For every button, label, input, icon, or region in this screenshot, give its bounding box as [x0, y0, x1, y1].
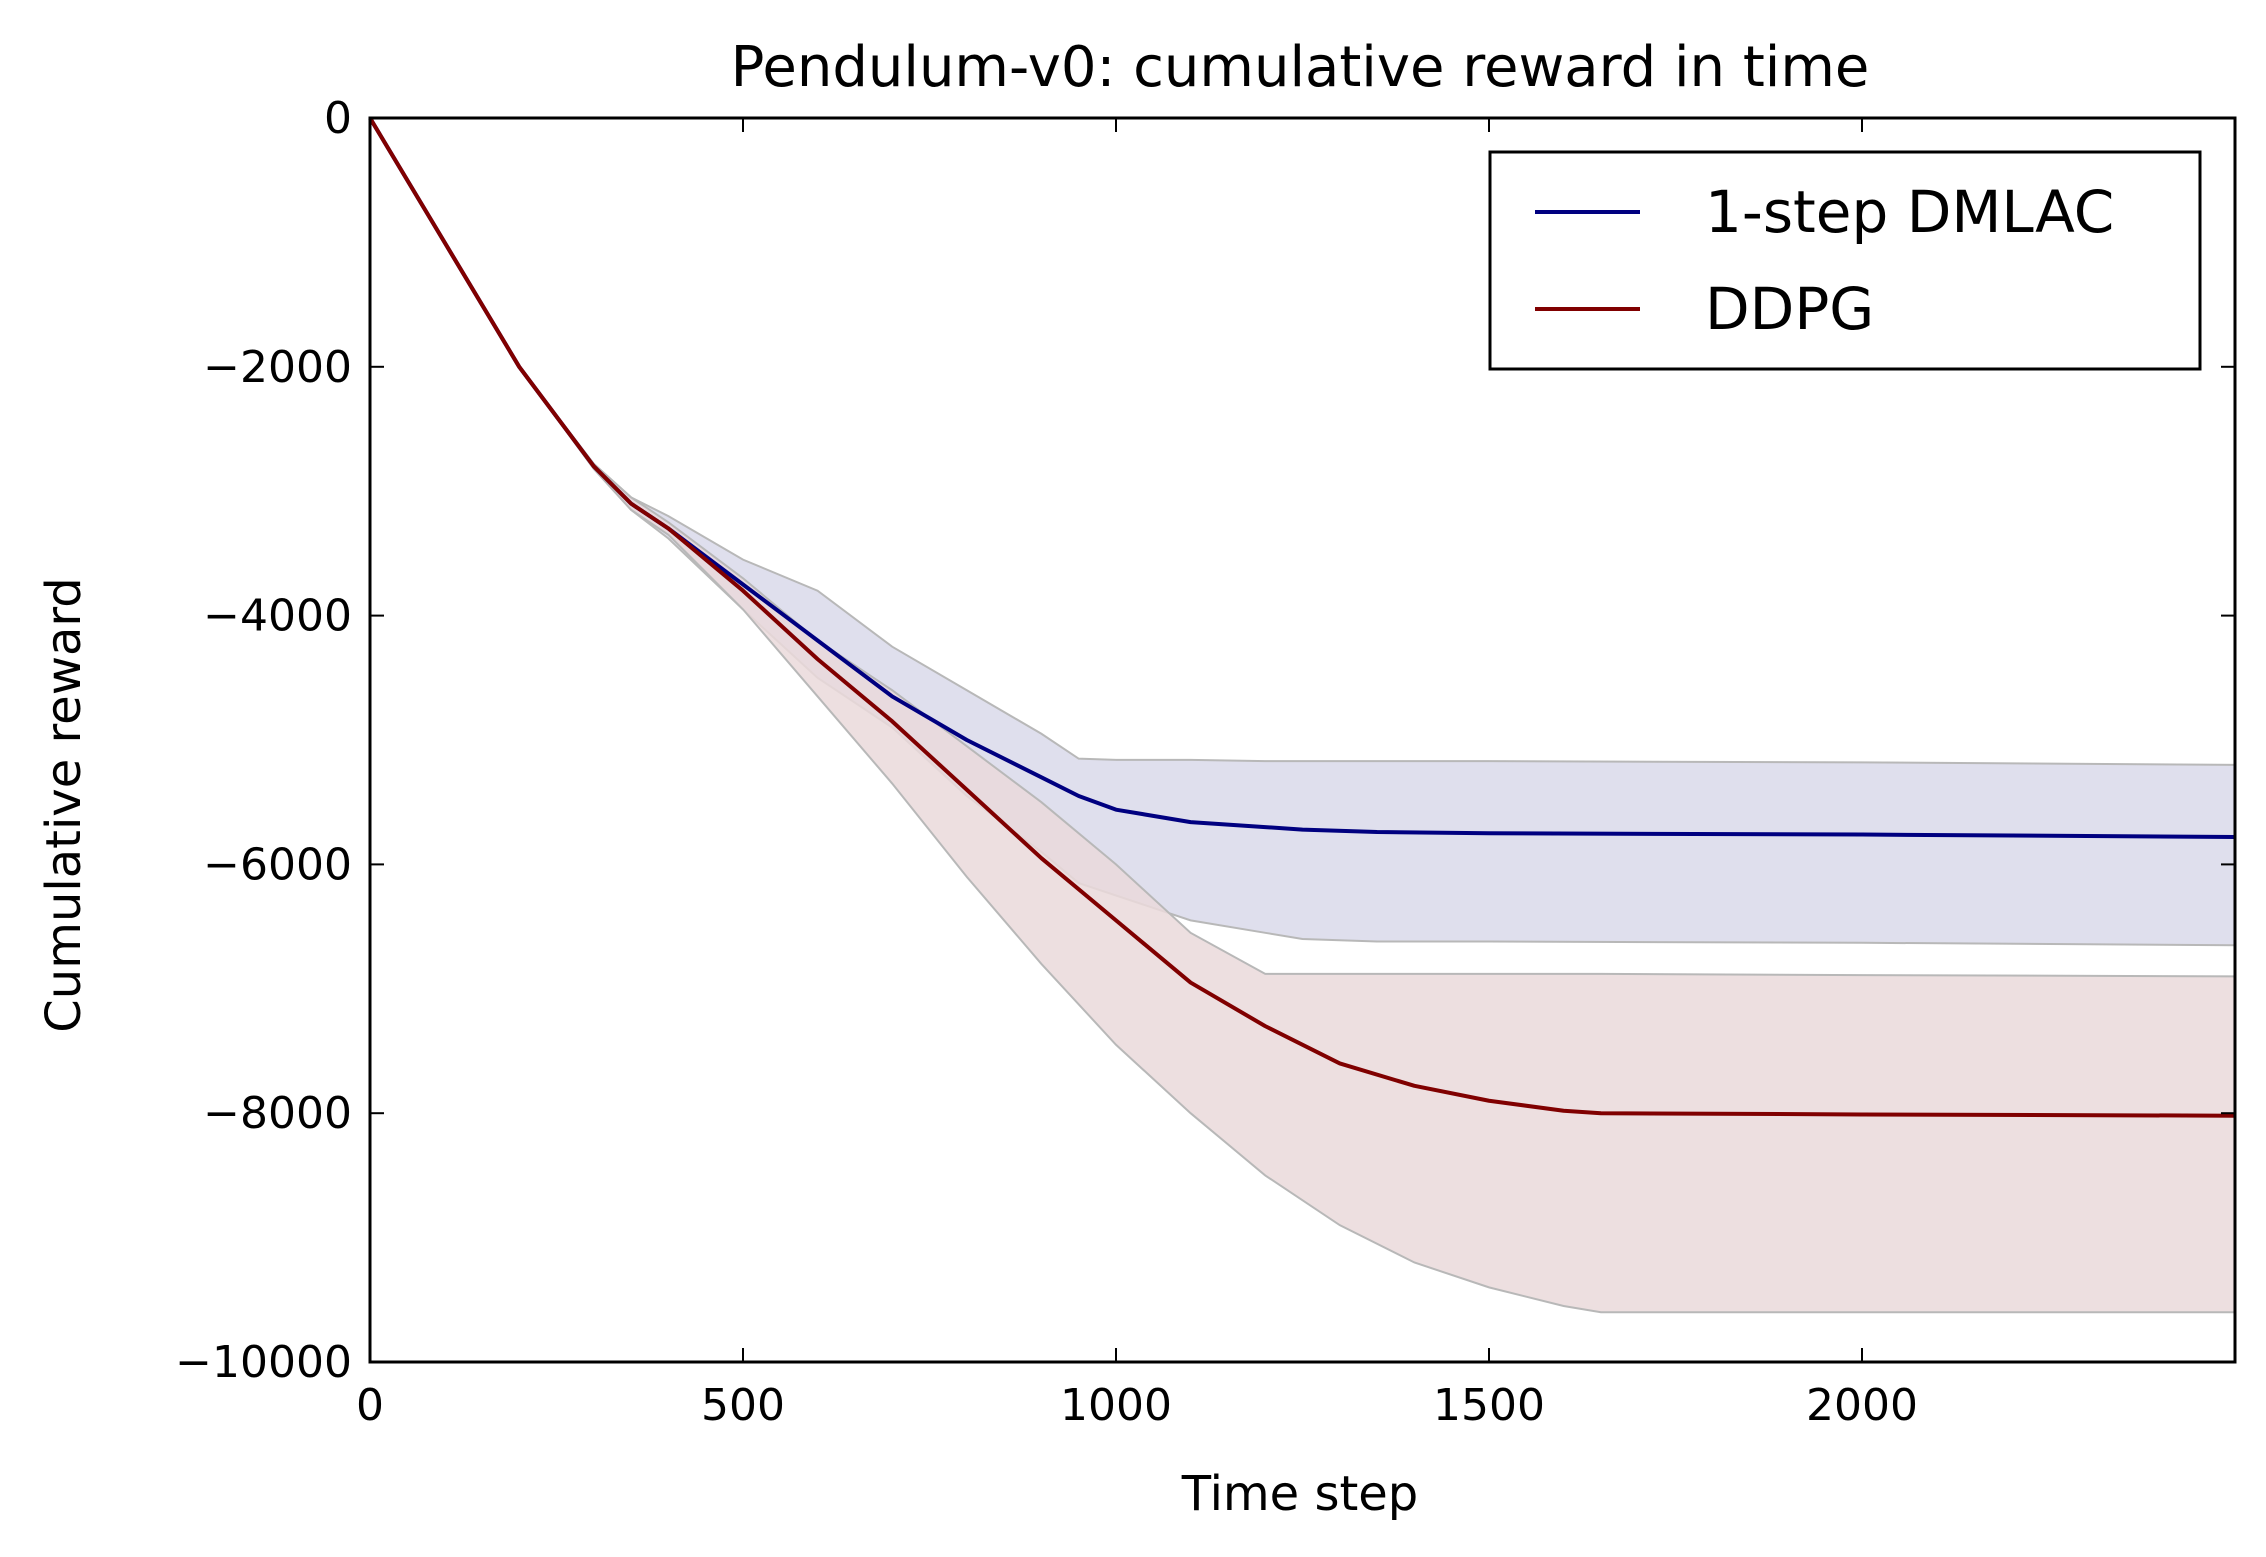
x-tick-label: 0 [356, 1380, 384, 1431]
plot-frame [368, 116, 2237, 1364]
legend-label-ddpg: DDPG [1705, 275, 1874, 343]
chart-title: Pendulum-v0: cumulative reward in time [731, 35, 1870, 100]
x-tick-label: 1500 [1433, 1380, 1545, 1431]
x-tick-label: 2000 [1806, 1380, 1918, 1431]
legend-label-dmlac: 1-step DMLAC [1705, 178, 2114, 246]
series-line-ddpg [368, 116, 2236, 1118]
series-lines [368, 116, 2236, 1118]
legend-box [1488, 150, 2202, 371]
x-tick-label: 1000 [1060, 1380, 1172, 1431]
y-tick-label: −6000 [203, 839, 352, 890]
x-tick-label: 500 [701, 1380, 785, 1431]
y-tick-label: −10000 [175, 1337, 352, 1388]
y-axis-label: Cumulative reward [36, 577, 92, 1032]
y-tick-label: −8000 [203, 1088, 352, 1139]
y-tick-label: −2000 [203, 342, 352, 393]
x-axis-label: Time step [1181, 1466, 1419, 1522]
y-tick-label: 0 [324, 93, 352, 144]
y-tick-label: −4000 [203, 591, 352, 642]
legend: 1-step DMLAC DDPG [1488, 150, 2202, 371]
tick-labels: 0 500 1000 1500 2000 0 −2000 −4000 −6000 −8000 −10… [175, 93, 1918, 1431]
